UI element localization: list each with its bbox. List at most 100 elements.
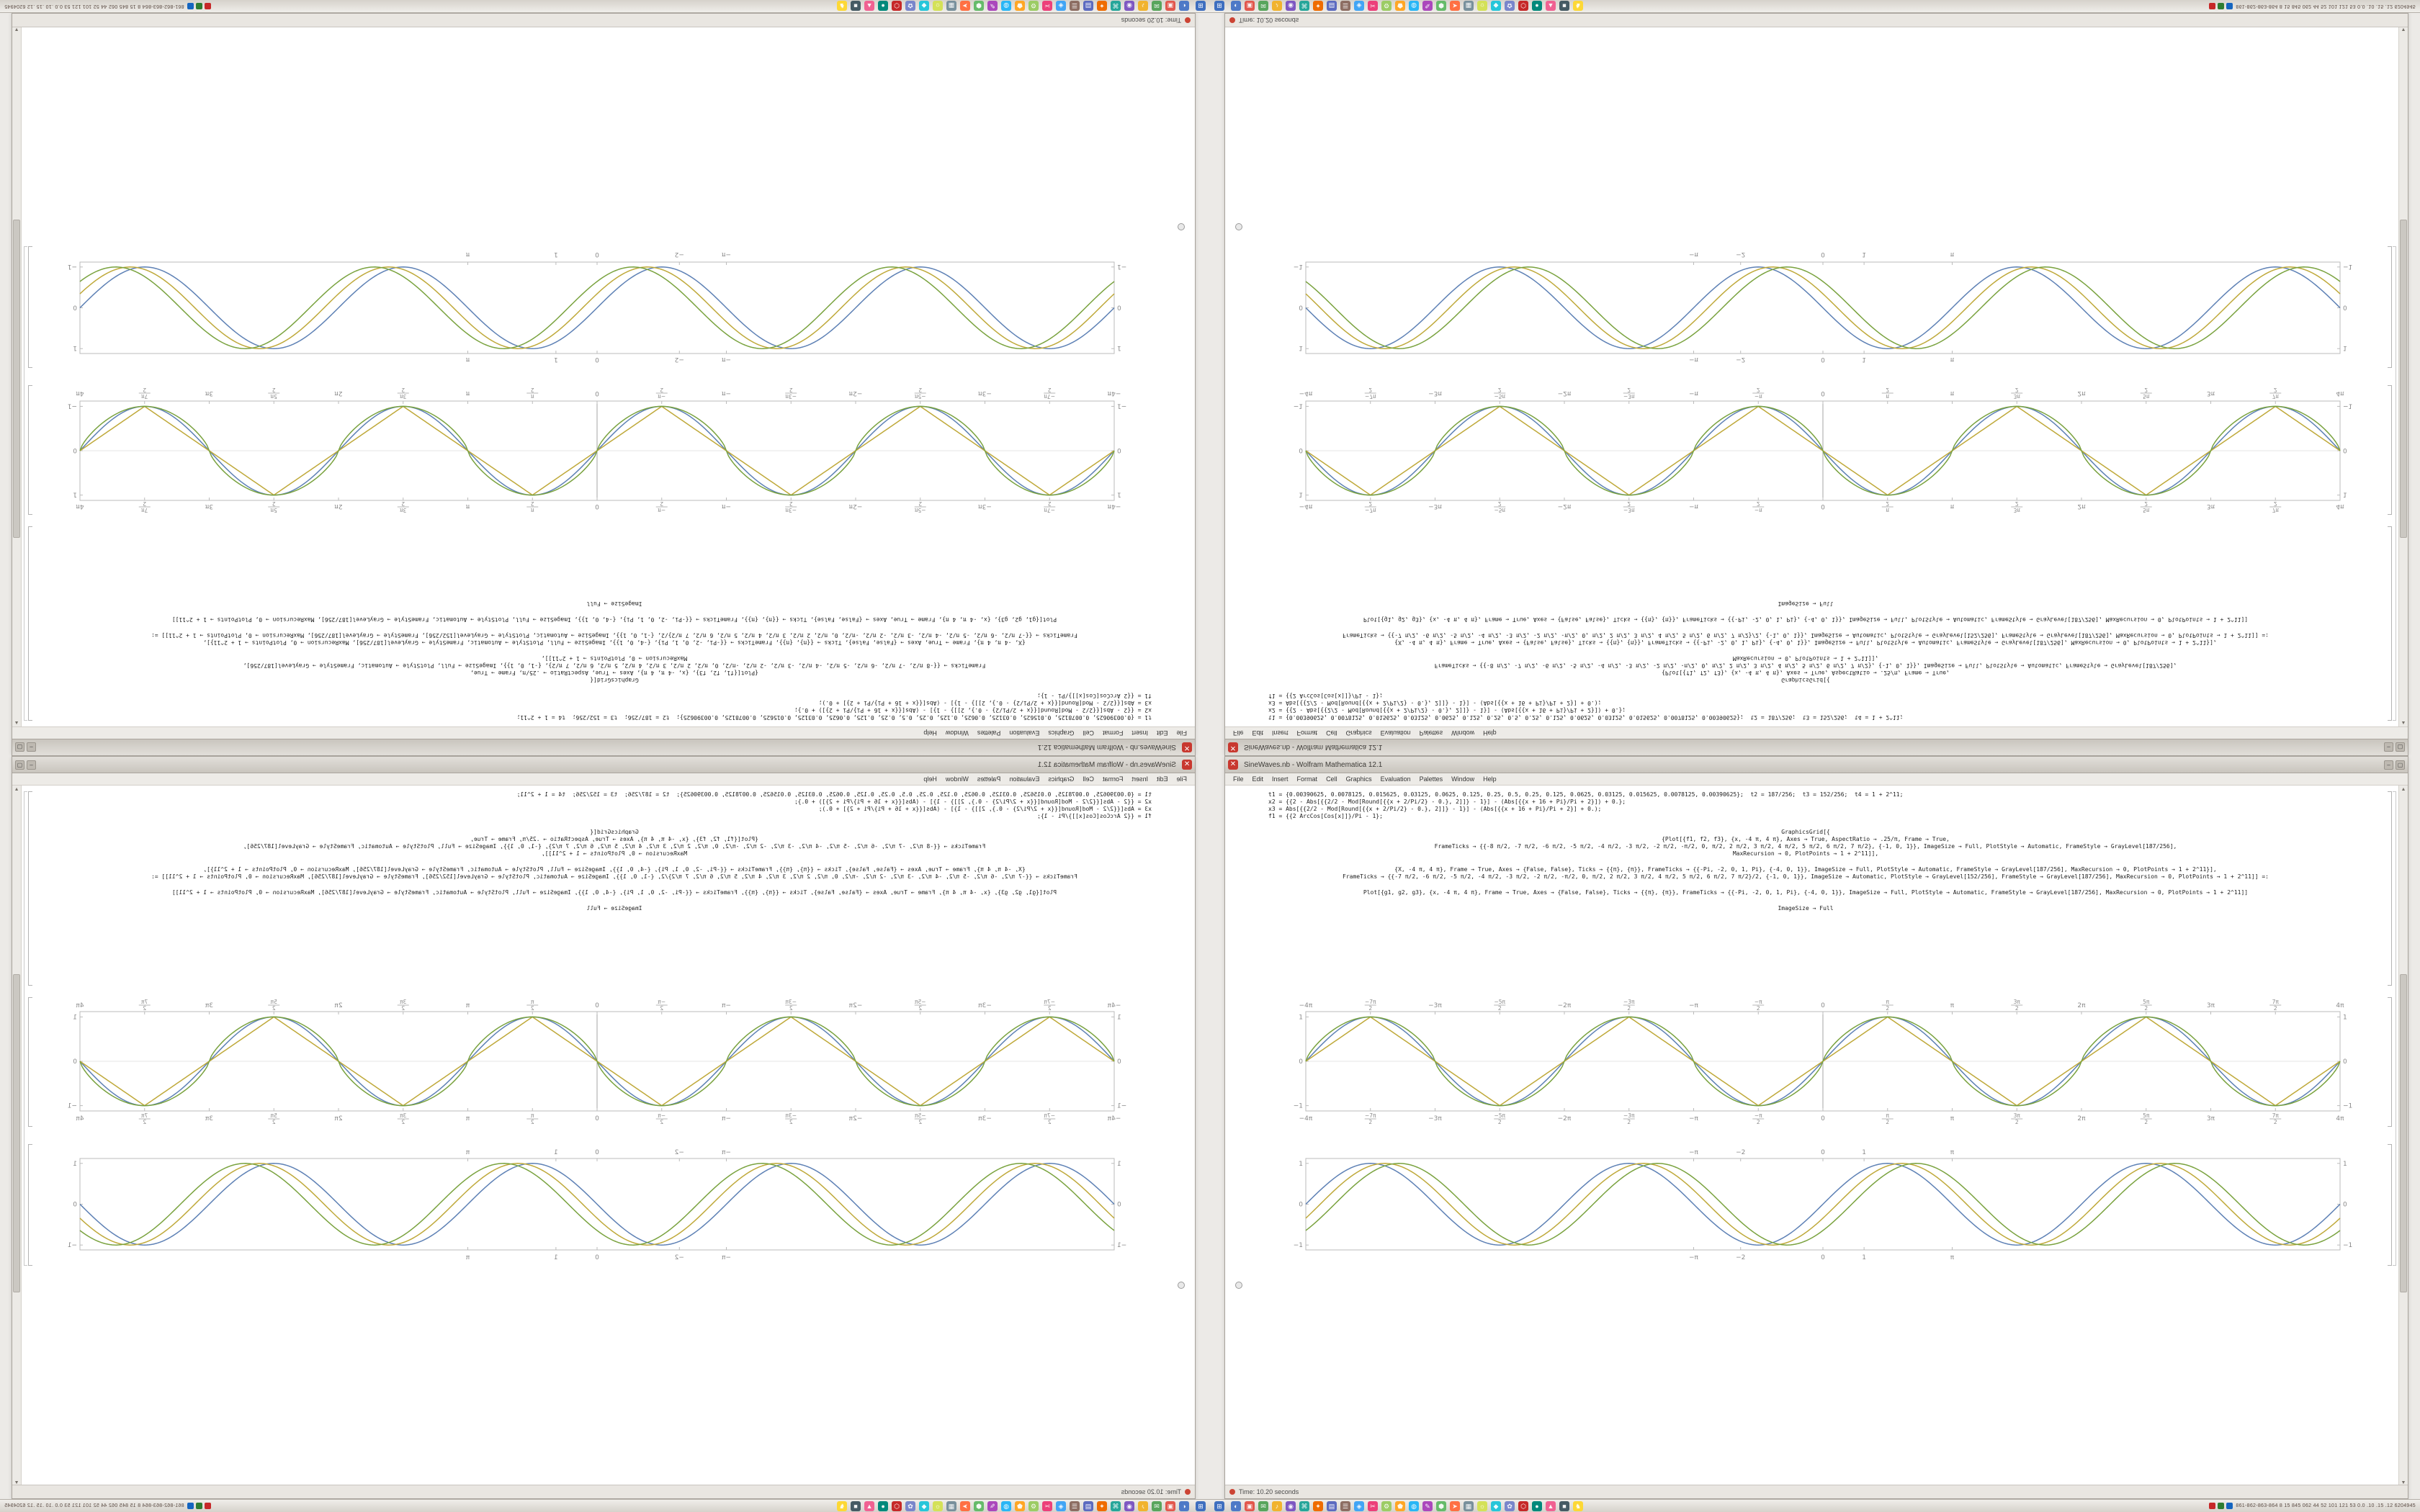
app-icon[interactable]: ■ <box>1559 1 1569 12</box>
app-icon[interactable]: ✎ <box>1422 1500 1433 1511</box>
code-cell[interactable]: GraphicsGrid[{{Plot[{f1, f2, f3}, {x, -4… <box>77 654 1152 683</box>
close-icon[interactable]: ✕ <box>1228 760 1238 770</box>
app-icon[interactable]: ☰ <box>1070 1500 1080 1511</box>
code-cell[interactable]: GraphicsGrid[{{Plot[{f1, f2, f3}, {x, -4… <box>1268 829 2343 858</box>
vertical-scrollbar[interactable]: ▲ ▼ <box>2398 25 2408 726</box>
scrollbar-thumb[interactable] <box>2400 220 2407 538</box>
app-icon[interactable]: ⬢ <box>1436 1 1446 12</box>
app-icon[interactable]: ✿ <box>905 1500 915 1511</box>
app-icon[interactable]: ● <box>1532 1 1542 12</box>
maximize-button[interactable]: ▢ <box>2396 742 2405 752</box>
vertical-scrollbar[interactable]: ▲ ▼ <box>2398 786 2408 1487</box>
cell-bracket[interactable] <box>28 246 32 368</box>
app-icon[interactable]: ☼ <box>933 1500 943 1511</box>
app-icon[interactable]: ✉ <box>1258 1 1268 12</box>
maximize-button[interactable]: ▢ <box>15 760 24 770</box>
code-cell[interactable]: GraphicsGrid[{{Plot[{f1, f2, f3}, {x, -4… <box>1268 654 2343 683</box>
app-icon[interactable]: ◆ <box>919 1500 929 1511</box>
app-icon[interactable]: ◆ <box>919 1 929 12</box>
app-icon[interactable]: ✿ <box>905 1 915 12</box>
code-cell[interactable]: ImageSize → Full <box>77 905 1152 912</box>
window-titlebar[interactable]: ✕ SineWaves.nb - Wolfram Mathematica 12.… <box>12 757 1195 773</box>
menu-insert[interactable]: Insert <box>1131 775 1148 783</box>
code-cell[interactable]: {X, -4 π, 4 π}, Frame → True, Axes → {Fa… <box>77 631 1152 646</box>
app-icon[interactable]: ▲ <box>864 1500 874 1511</box>
app-icon[interactable]: ◍ <box>1001 1500 1011 1511</box>
menu-file[interactable]: File <box>1233 729 1244 737</box>
app-icon[interactable]: ➤ <box>1450 1 1460 12</box>
menu-graphics[interactable]: Graphics <box>1048 775 1075 783</box>
app-icon[interactable]: ♪ <box>1138 1 1148 12</box>
app-icon[interactable]: ◐ <box>1179 1 1189 12</box>
app-icon[interactable]: ⌘ <box>1299 1500 1309 1511</box>
app-icon[interactable]: ⬡ <box>1518 1 1528 12</box>
code-cell[interactable]: {X, -4 π, 4 π}, Frame → True, Axes → {Fa… <box>77 866 1152 881</box>
app-icon[interactable]: ⬢ <box>974 1 984 12</box>
app-icon[interactable]: ♪ <box>1272 1500 1282 1511</box>
minimize-button[interactable]: – <box>27 742 36 752</box>
app-icon[interactable]: ⚙ <box>1381 1500 1392 1511</box>
app-icon[interactable]: ◐ <box>1179 1500 1189 1511</box>
app-icon[interactable]: ✂ <box>1042 1500 1052 1511</box>
scroll-up-icon[interactable]: ▲ <box>14 720 19 725</box>
app-icon[interactable]: ◈ <box>1354 1 1364 12</box>
menu-cell[interactable]: Cell <box>1326 775 1337 783</box>
app-icon[interactable]: ◍ <box>1409 1 1419 12</box>
code-cell[interactable]: Plot[{g1, g2, g3}, {x, -4 π, 4 π}, Frame… <box>1268 889 2343 896</box>
app-icon[interactable]: ▣ <box>1245 1500 1255 1511</box>
app-icon[interactable]: ◉ <box>1124 1 1134 12</box>
app-icon[interactable]: ✎ <box>987 1500 998 1511</box>
app-icon[interactable]: ♪ <box>1272 1 1282 12</box>
scroll-up-icon[interactable]: ▲ <box>2401 720 2406 725</box>
app-icon[interactable]: ⬡ <box>892 1 902 12</box>
app-icon[interactable]: ⚙ <box>1381 1 1392 12</box>
app-icon[interactable]: ◉ <box>1286 1 1296 12</box>
code-cell[interactable]: ImageSize → Full <box>77 600 1152 607</box>
code-cell[interactable]: t1 = {0.00390625, 0.0078125, 0.015625, 0… <box>1268 692 2343 721</box>
app-icon[interactable]: ⌘ <box>1111 1 1121 12</box>
menu-edit[interactable]: Edit <box>1252 729 1264 737</box>
app-icon[interactable]: ⚙ <box>1028 1 1039 12</box>
menu-cell[interactable]: Cell <box>1083 729 1094 737</box>
menu-window[interactable]: Window <box>945 729 969 737</box>
app-icon[interactable]: ▤ <box>1327 1 1337 12</box>
menu-cell[interactable]: Cell <box>1326 729 1337 737</box>
menu-graphics[interactable]: Graphics <box>1048 729 1075 737</box>
app-icon[interactable]: ✿ <box>1505 1500 1515 1511</box>
menu-help[interactable]: Help <box>1483 775 1497 783</box>
cell-bracket[interactable] <box>2388 1144 2392 1266</box>
window-titlebar[interactable]: ✕ SineWaves.nb - Wolfram Mathematica 12.… <box>1225 739 2408 755</box>
app-icon[interactable]: ◈ <box>1056 1500 1066 1511</box>
code-cell[interactable]: t1 = {0.00390625, 0.0078125, 0.015625, 0… <box>1268 791 2343 820</box>
menu-edit[interactable]: Edit <box>1156 775 1168 783</box>
app-icon[interactable]: ⌘ <box>1299 1 1309 12</box>
vertical-scrollbar[interactable]: ▲ ▼ <box>12 786 22 1487</box>
code-cell[interactable]: ImageSize → Full <box>1268 905 2343 912</box>
app-icon[interactable]: ⬟ <box>1395 1 1405 12</box>
minimize-button[interactable]: – <box>27 760 36 770</box>
menu-format[interactable]: Format <box>1296 775 1318 783</box>
app-icon[interactable]: ● <box>878 1 888 12</box>
window-titlebar[interactable]: ✕ SineWaves.nb - Wolfram Mathematica 12.… <box>12 739 1195 755</box>
app-icon[interactable]: ◆ <box>1491 1 1501 12</box>
minimize-button[interactable]: – <box>2384 760 2393 770</box>
menu-insert[interactable]: Insert <box>1131 729 1148 737</box>
app-icon[interactable]: ▲ <box>864 1 874 12</box>
code-cell[interactable]: {X, -4 π, 4 π}, Frame → True, Axes → {Fa… <box>1268 866 2343 881</box>
menu-graphics[interactable]: Graphics <box>1345 729 1372 737</box>
app-icon[interactable]: ☰ <box>1340 1500 1350 1511</box>
cell-bracket[interactable] <box>2388 246 2392 368</box>
scrollbar-thumb[interactable] <box>13 974 20 1292</box>
menu-help[interactable]: Help <box>923 775 937 783</box>
code-cell[interactable]: ImageSize → Full <box>1268 600 2343 607</box>
app-icon[interactable]: ◆ <box>1491 1500 1501 1511</box>
app-icon[interactable]: ✂ <box>1368 1500 1378 1511</box>
start-button[interactable]: ⊞ <box>1214 1 1224 12</box>
close-icon[interactable]: ✕ <box>1182 760 1192 770</box>
cell-bracket[interactable] <box>28 997 32 1127</box>
menu-insert[interactable]: Insert <box>1272 729 1289 737</box>
menu-help[interactable]: Help <box>923 729 937 737</box>
code-cell[interactable]: GraphicsGrid[{{Plot[{f1, f2, f3}, {x, -4… <box>77 829 1152 858</box>
menu-palettes[interactable]: Palettes <box>977 729 1001 737</box>
menu-file[interactable]: File <box>1176 729 1187 737</box>
